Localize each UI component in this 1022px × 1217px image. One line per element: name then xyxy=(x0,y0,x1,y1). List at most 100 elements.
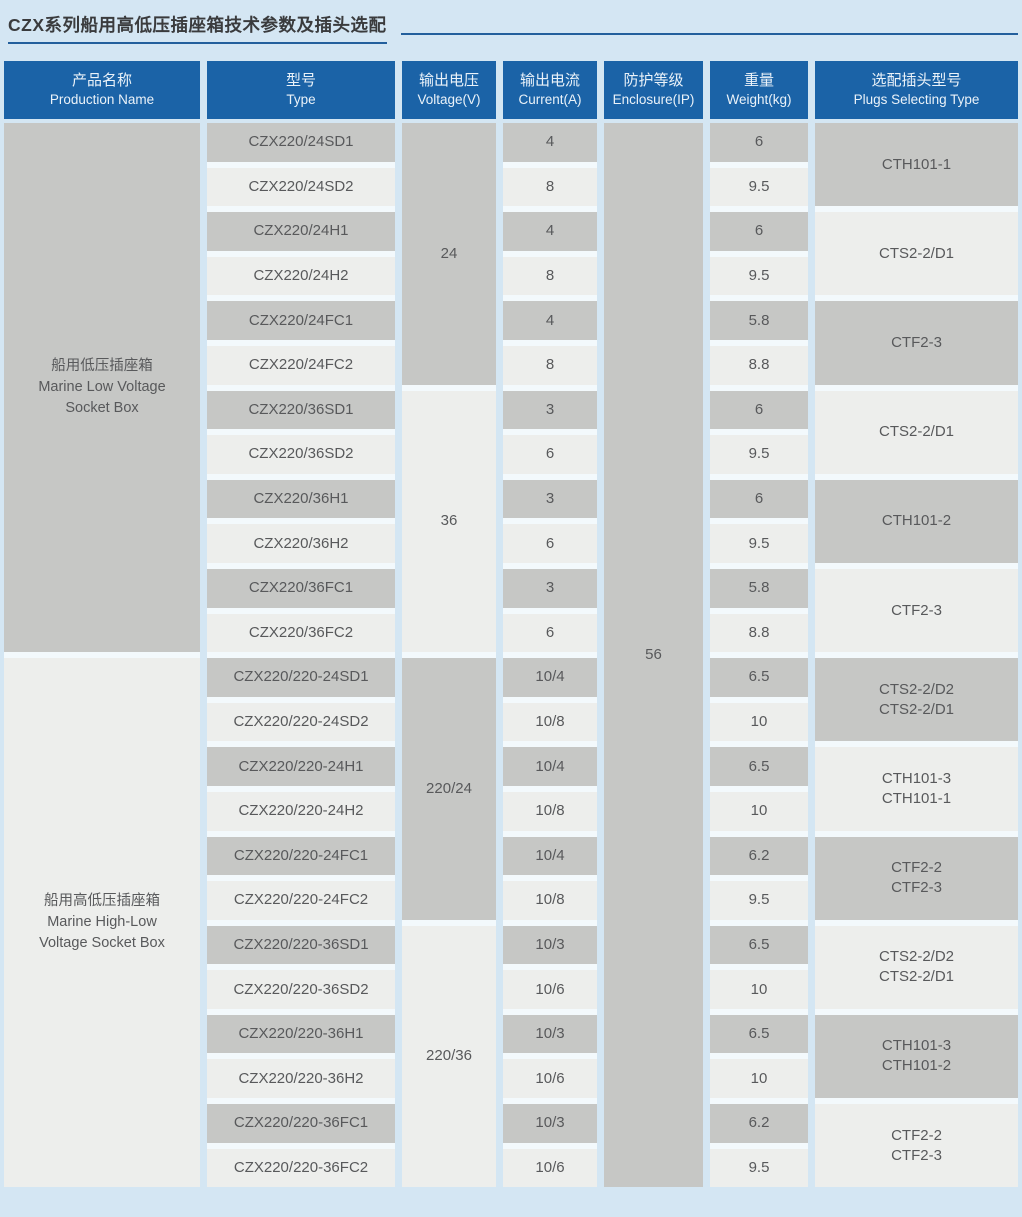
weight-cell: 9.5 xyxy=(710,435,808,474)
column-voltage: 24 36 220/24 220/36 xyxy=(402,123,496,1188)
weight-cell: 6.5 xyxy=(710,658,808,697)
page-title: CZX系列船用高低压插座箱技术参数及插头选配 xyxy=(8,12,387,44)
current-cell: 10/8 xyxy=(503,791,597,831)
type-cell: CZX220/24H2 xyxy=(207,256,395,296)
weight-cell: 9.5 xyxy=(710,1148,808,1188)
current-cell: 8 xyxy=(503,167,597,207)
weight-cell: 6.5 xyxy=(710,747,808,786)
plug-cell: CTS2-2/D2 CTS2-2/D1 xyxy=(815,925,1018,1009)
title-underline-rule xyxy=(400,33,1018,35)
plug-cell: CTS2-2/D1 xyxy=(815,390,1018,474)
plug-cell: CTF2-3 xyxy=(815,568,1018,653)
header-cell-weight: 重量 Weight(kg) xyxy=(710,61,808,119)
header-label-en: Enclosure(IP) xyxy=(612,92,695,107)
weight-cell: 8.8 xyxy=(710,613,808,653)
current-cell: 4 xyxy=(503,123,597,162)
type-cell: CZX220/220-36H1 xyxy=(207,1014,395,1054)
header-cell-product-name: 产品名称 Production Name xyxy=(4,61,200,119)
weight-cell: 10 xyxy=(710,702,808,742)
type-cell: CZX220/24FC1 xyxy=(207,301,395,340)
current-cell: 10/3 xyxy=(503,925,597,965)
column-plugs: CTH101-1 CTS2-2/D1 CTF2-3 CTS2-2/D1 CTH101-2… xyxy=(815,123,1018,1188)
type-cell: CZX220/36SD2 xyxy=(207,435,395,474)
current-cell: 10/3 xyxy=(503,1014,597,1054)
weight-cell: 5.8 xyxy=(710,568,808,608)
current-cell: 4 xyxy=(503,212,597,251)
header-label-zh: 输出电压 xyxy=(418,72,479,89)
weight-cell: 5.8 xyxy=(710,301,808,340)
current-cell: 8 xyxy=(503,345,597,385)
voltage-cell: 220/24 xyxy=(402,658,496,920)
column-weight: 6 9.5 6 9.5 5.8 8.8 6 9.5 6 9.5 5.8 8.8 6.5 10 6.5 10 6.… xyxy=(710,123,808,1188)
current-cell: 3 xyxy=(503,479,597,519)
current-cell: 10/6 xyxy=(503,1148,597,1188)
type-cell: CZX220/24FC2 xyxy=(207,345,395,385)
weight-cell: 9.5 xyxy=(710,881,808,920)
weight-cell: 6 xyxy=(710,212,808,251)
plug-cell: CTH101-2 xyxy=(815,479,1018,563)
type-cell: CZX220/220-36H2 xyxy=(207,1059,395,1099)
current-cell: 10/8 xyxy=(503,881,597,920)
plug-cell: CTF2-2 CTF2-3 xyxy=(815,836,1018,920)
weight-cell: 10 xyxy=(710,1059,808,1099)
weight-cell: 6.2 xyxy=(710,836,808,876)
current-cell: 10/3 xyxy=(503,1104,597,1143)
current-cell: 10/6 xyxy=(503,1059,597,1099)
current-cell: 6 xyxy=(503,524,597,563)
plug-cell: CTH101-1 xyxy=(815,123,1018,207)
current-cell: 3 xyxy=(503,568,597,608)
header-label-zh: 输出电流 xyxy=(519,72,580,89)
voltage-cell: 24 xyxy=(402,123,496,385)
type-cell: CZX220/220-36FC1 xyxy=(207,1104,395,1143)
current-cell: 10/4 xyxy=(503,658,597,697)
weight-cell: 6 xyxy=(710,479,808,519)
type-cell: CZX220/24H1 xyxy=(207,212,395,251)
plug-cell: CTF2-3 xyxy=(815,301,1018,385)
weight-cell: 6.5 xyxy=(710,1014,808,1054)
header-cell-type: 型号 Type xyxy=(207,61,395,119)
plug-cell: CTH101-3 CTH101-1 xyxy=(815,747,1018,831)
plug-cell: CTS2-2/D2 CTS2-2/D1 xyxy=(815,658,1018,742)
header-label-zh: 防护等级 xyxy=(623,72,684,89)
type-cell: CZX220/36FC1 xyxy=(207,568,395,608)
product-name-cell: 船用高低压插座箱 Marine High-Low Voltage Socket Bo… xyxy=(4,658,200,1188)
type-cell: CZX220/24SD2 xyxy=(207,167,395,207)
weight-cell: 6 xyxy=(710,123,808,162)
header-label-zh: 型号 xyxy=(285,72,316,89)
weight-cell: 9.5 xyxy=(710,256,808,296)
enclosure-cell: 56 xyxy=(604,123,703,1188)
current-cell: 10/4 xyxy=(503,836,597,876)
current-cell: 6 xyxy=(503,613,597,653)
type-cell: CZX220/220-36FC2 xyxy=(207,1148,395,1188)
weight-cell: 9.5 xyxy=(710,524,808,563)
header-label-en: Production Name xyxy=(49,92,155,107)
weight-cell: 6.5 xyxy=(710,925,808,965)
title-row: CZX系列船用高低压插座箱技术参数及插头选配 xyxy=(8,12,1018,44)
type-cell: CZX220/36FC2 xyxy=(207,613,395,653)
weight-cell: 10 xyxy=(710,791,808,831)
weight-cell: 6 xyxy=(710,390,808,430)
current-cell: 10/6 xyxy=(503,970,597,1009)
column-current: 4 8 4 8 4 8 3 6 3 6 3 6 10/4 10/8 10/4 10/8 10/4 10/8 10/3… xyxy=(503,123,597,1188)
current-cell: 6 xyxy=(503,435,597,474)
header-label-zh: 选配插头型号 xyxy=(871,72,962,89)
type-cell: CZX220/220-24FC1 xyxy=(207,836,395,876)
weight-cell: 8.8 xyxy=(710,345,808,385)
current-cell: 3 xyxy=(503,390,597,430)
voltage-cell: 220/36 xyxy=(402,925,496,1188)
header-label-zh: 重量 xyxy=(743,72,774,89)
product-name-cell: 船用低压插座箱 Marine Low Voltage Socket Box xyxy=(4,123,200,653)
header-label-en: Type xyxy=(286,92,316,107)
voltage-cell: 36 xyxy=(402,390,496,653)
type-cell: CZX220/220-36SD1 xyxy=(207,925,395,965)
table-body: 船用低压插座箱 Marine Low Voltage Socket Box 船用高低压… xyxy=(4,123,1018,1188)
header-label-en: Weight(kg) xyxy=(726,92,792,107)
type-cell: CZX220/24SD1 xyxy=(207,123,395,162)
type-cell: CZX220/36H1 xyxy=(207,479,395,519)
column-type: CZX220/24SD1 CZX220/24SD2 CZX220/24H1 CZX22… xyxy=(207,123,395,1188)
header-cell-enclosure: 防护等级 Enclosure(IP) xyxy=(604,61,703,119)
header-cell-current: 输出电流 Current(A) xyxy=(503,61,597,119)
type-cell: CZX220/220-24SD1 xyxy=(207,658,395,697)
header-label-en: Voltage(V) xyxy=(417,92,481,107)
